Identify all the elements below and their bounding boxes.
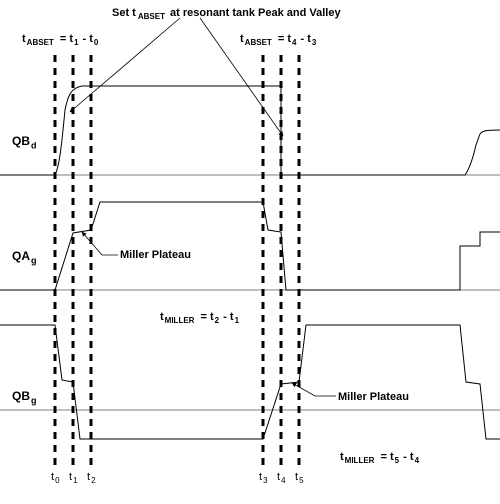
tick-t2: t2 — [87, 471, 96, 485]
eq-abset-2: tABSET = t4 - t3 — [240, 33, 317, 47]
title-text: Set tABSET at resonant tank Peak and Val… — [112, 7, 341, 21]
tick-t3: t3 — [259, 471, 268, 485]
eq-miller-2: tMILLER = t5 - t4 — [340, 451, 420, 465]
label-QAg: QAg — [12, 249, 37, 265]
leader-miller-1 — [82, 232, 118, 255]
tick-t0: t0 — [51, 471, 60, 485]
tick-t4: t4 — [277, 471, 286, 485]
signal-QAg — [0, 202, 500, 290]
miller-label-1: Miller Plateau — [120, 249, 191, 261]
eq-abset-1: tABSET = t1 - t0 — [22, 33, 99, 47]
eq-miller-1: tMILLER = t2 - t1 — [160, 311, 240, 325]
label-QBg: QBg — [12, 389, 37, 405]
signal-QBd — [0, 86, 500, 175]
tick-t1: t1 — [69, 471, 78, 485]
tick-t5: t5 — [295, 471, 304, 485]
label-QBd: QBd — [12, 134, 37, 150]
signal-QBg — [0, 325, 500, 439]
miller-label-2: Miller Plateau — [338, 391, 409, 403]
